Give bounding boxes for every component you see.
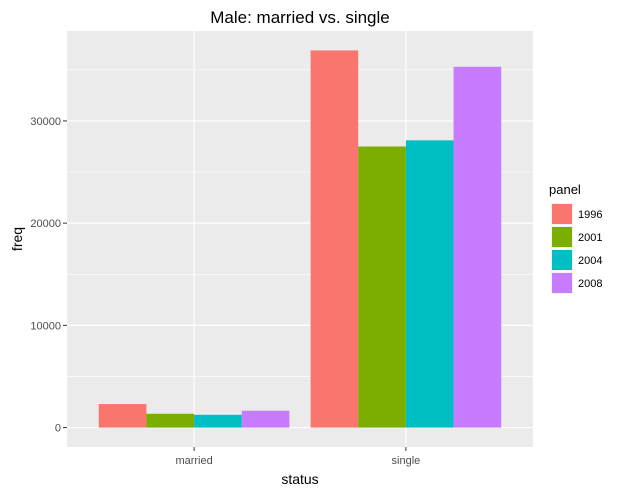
- chart-title: Male: married vs. single: [210, 8, 390, 27]
- x-axis: married single: [175, 447, 420, 467]
- legend: panel 1996 2001 2004 2008: [549, 182, 602, 294]
- bar-single-2008: [453, 66, 502, 428]
- y-tick-label: 20000: [30, 218, 61, 230]
- bar-single-2004: [405, 140, 454, 428]
- legend-title: panel: [549, 182, 581, 197]
- bar-married-1996: [98, 404, 147, 428]
- x-tick-label: married: [175, 455, 212, 467]
- legend-key-2004: [552, 250, 572, 270]
- legend-label: 2008: [578, 278, 602, 290]
- legend-label: 2004: [578, 255, 602, 267]
- legend-key-1996: [552, 204, 572, 224]
- x-axis-title: status: [281, 471, 318, 487]
- y-axis: 0 10000 20000 30000: [30, 116, 67, 435]
- bar-married-2004: [194, 414, 242, 428]
- legend-key-2008: [552, 273, 572, 293]
- bars: [98, 50, 502, 428]
- legend-key-2001: [552, 227, 572, 247]
- bar-married-2008: [241, 410, 290, 428]
- y-axis-title: freq: [9, 227, 25, 251]
- y-tick-label: 30000: [30, 116, 61, 128]
- y-tick-label: 0: [55, 423, 61, 435]
- x-tick-label: single: [392, 455, 421, 467]
- bar-married-2001: [146, 413, 195, 428]
- legend-label: 2001: [578, 232, 602, 244]
- legend-label: 1996: [578, 209, 602, 221]
- bar-single-2001: [358, 146, 406, 428]
- y-tick-label: 10000: [30, 320, 61, 332]
- bar-single-1996: [310, 50, 359, 428]
